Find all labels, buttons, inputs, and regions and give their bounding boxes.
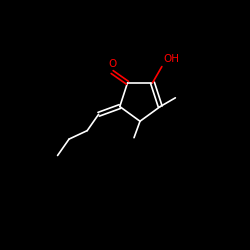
- Text: O: O: [108, 59, 116, 69]
- Text: OH: OH: [163, 54, 179, 64]
